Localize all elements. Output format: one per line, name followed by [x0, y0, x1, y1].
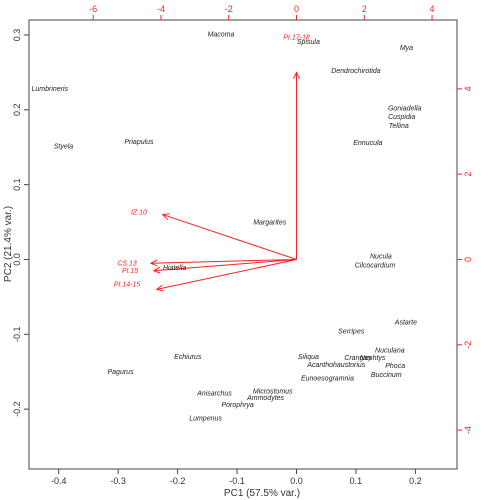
species-label: Echiurus	[174, 354, 202, 361]
species-label: Ennucula	[353, 140, 382, 147]
species-label: Margarites	[253, 219, 287, 226]
species-label: Astarte	[394, 320, 417, 327]
vector-label: PI.17-18	[283, 34, 310, 41]
species-label: Dendrochirotida	[331, 68, 381, 75]
top-tick-label: 2	[362, 4, 367, 14]
loading-arrow	[162, 214, 297, 260]
y-tick-label: 0.3	[12, 29, 22, 42]
loading-arrowhead	[149, 259, 158, 267]
y-tick-label: 0.1	[12, 178, 22, 191]
x-tick-label: 0.1	[350, 476, 363, 486]
species-label: Lumbrineris	[32, 86, 69, 93]
right-tick-label: 4	[463, 86, 473, 91]
y-axis-left: -0.2 -0.1 0.0 0.1 0.2 0.3	[12, 29, 29, 417]
top-tick-label: 4	[430, 4, 435, 14]
x-tick-label: 0.2	[409, 476, 422, 486]
vector-label: PI.15	[122, 268, 138, 275]
x-tick-label: 0.0	[290, 476, 303, 486]
y-axis-right: -4 -2 0 2 4	[457, 86, 473, 434]
species-label: Crangon	[344, 355, 371, 362]
x-tick-label: -0.4	[51, 476, 67, 486]
x-axis-label: PC1 (57.5% var.)	[224, 488, 300, 499]
x-tick-label: -0.3	[110, 476, 126, 486]
vector-label: PI.14-15	[114, 281, 141, 288]
x-axis-bottom: -0.4 -0.3 -0.2 -0.1 0.0 0.1 0.2	[51, 469, 422, 486]
loading-arrowhead	[155, 284, 164, 292]
vector-label: CS.13	[117, 260, 137, 267]
species-label: Pagurus	[108, 369, 135, 376]
top-tick-label: -6	[89, 4, 97, 14]
species-label: Macoma	[208, 31, 235, 38]
species-labels: Macoma Spisula Mya Dendrochirotida Lumbriner…	[32, 31, 422, 422]
x-tick-label: -0.2	[170, 476, 186, 486]
right-tick-label: -4	[463, 426, 473, 434]
species-label: Spisula	[297, 39, 320, 46]
species-label: Acanthohaustorius	[306, 362, 365, 369]
species-label: Siliqua	[298, 354, 319, 361]
species-label: Buccinum	[371, 372, 402, 379]
top-tick-label: 0	[294, 4, 299, 14]
species-label: Hiatella	[163, 265, 186, 272]
species-label: Cilcocardium	[355, 263, 396, 270]
y-tick-label: 0.2	[12, 104, 22, 117]
loading-arrowhead	[152, 266, 161, 274]
y-tick-label: -0.2	[12, 401, 22, 417]
species-label: Cuspidia	[388, 114, 415, 121]
species-label: Priapulus	[124, 139, 154, 146]
y-tick-label: -0.1	[12, 327, 22, 343]
loading-arrowhead	[161, 213, 170, 220]
species-label: Phoca	[385, 363, 405, 370]
right-tick-label: 0	[463, 257, 473, 262]
species-label: Ammodytes	[246, 395, 284, 402]
plot-frame	[28, 19, 458, 470]
y-tick-label: 0.0	[12, 253, 22, 266]
species-label: Serripes	[338, 329, 365, 336]
species-label: Nuculana	[375, 347, 405, 354]
species-label: Styela	[54, 144, 74, 151]
species-label: Tellina	[389, 123, 409, 130]
species-label: Nephtys	[360, 355, 386, 362]
species-label: Mya	[400, 45, 413, 52]
loading-arrow	[150, 258, 297, 264]
right-tick-label: 2	[463, 172, 473, 177]
vector-label: IZ.10	[131, 210, 147, 217]
species-label: Microstomus	[253, 388, 293, 395]
top-tick-label: -4	[157, 4, 165, 14]
top-tick-label: -2	[225, 4, 233, 14]
x-axis-top: -6 -4 -2 0 2 4	[89, 4, 435, 20]
loading-arrowhead	[293, 71, 300, 79]
loading-arrow	[156, 258, 297, 290]
loading-arrow	[153, 258, 297, 272]
species-label: Nucula	[370, 254, 392, 261]
species-label: Porophrya	[222, 402, 254, 409]
species-label: Lumpenus	[189, 415, 222, 422]
y-axis-label: PC2 (21.4% var.)	[3, 206, 14, 282]
species-label: Eunoesogramnia	[301, 376, 354, 383]
x-tick-label: -0.1	[229, 476, 245, 486]
right-tick-label: -2	[463, 341, 473, 349]
species-label: Anisarchus	[196, 391, 232, 398]
species-label: Goniadella	[388, 106, 422, 113]
